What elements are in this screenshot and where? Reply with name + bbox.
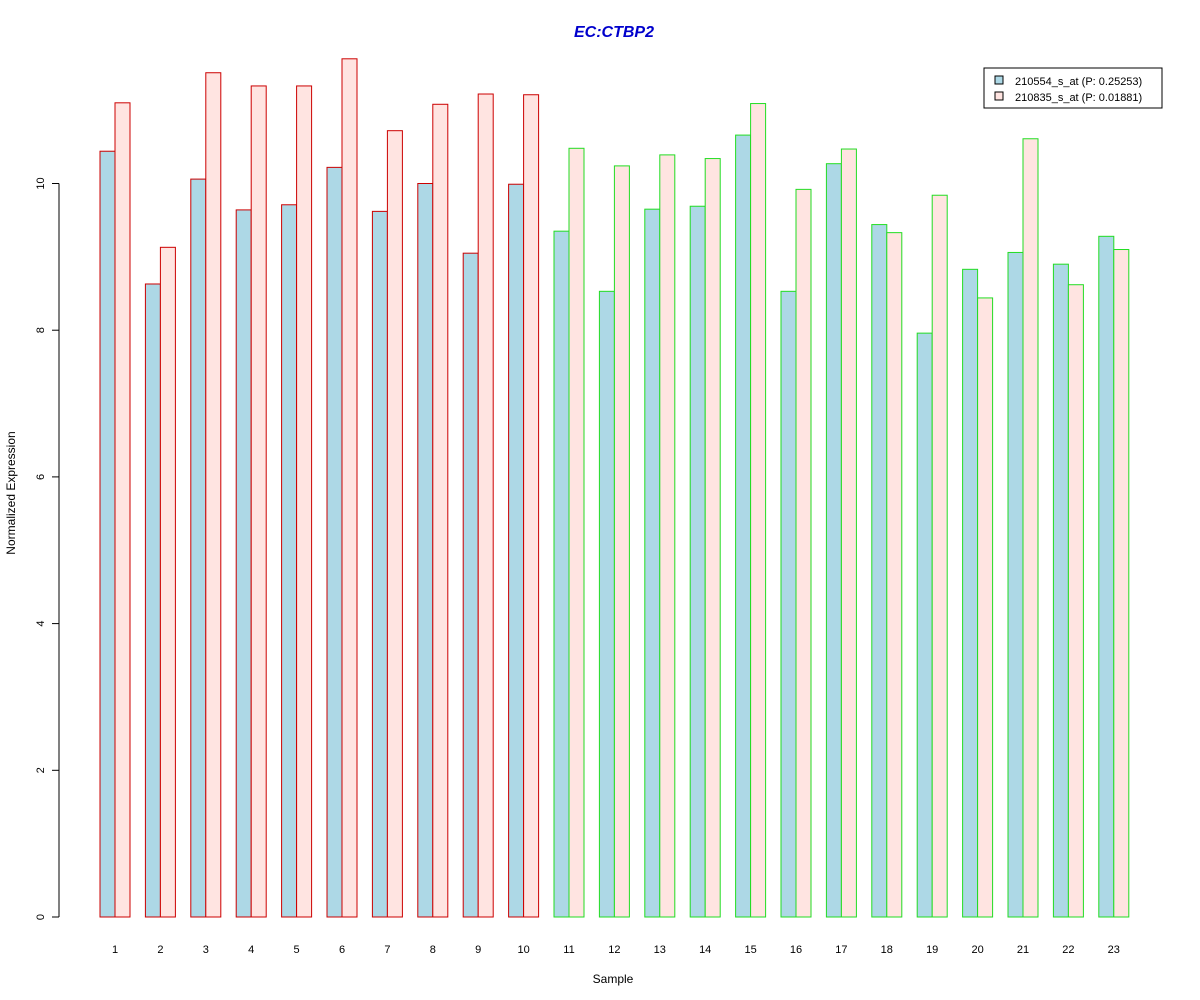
- bar-sample-15-series-1: [735, 134, 752, 918]
- x-tick-label-9: 9: [475, 944, 481, 956]
- bar-sample-5-series-2: [296, 85, 313, 918]
- legend-swatch-210554: [994, 75, 1004, 85]
- bar-sample-18-series-2: [886, 232, 903, 918]
- y-tick-label: 2: [35, 767, 47, 773]
- y-tick-label: 4: [35, 621, 47, 627]
- bar-sample-1-series-1: [99, 150, 116, 918]
- legend-label-210554: 210554_s_at (P: 0.25253): [1015, 76, 1142, 88]
- bar-sample-14-series-2: [704, 158, 721, 918]
- bar-sample-21-series-1: [1007, 251, 1024, 918]
- bar-sample-13-series-2: [659, 154, 676, 918]
- x-tick-label-18: 18: [881, 944, 893, 956]
- x-tick-label-7: 7: [384, 944, 390, 956]
- bar-sample-9-series-2: [477, 93, 494, 918]
- bar-sample-9-series-1: [462, 252, 479, 918]
- bar-sample-14-series-1: [689, 205, 706, 918]
- bar-sample-11-series-1: [553, 230, 570, 918]
- bars-group: [99, 58, 1130, 918]
- x-tick-label-22: 22: [1062, 944, 1074, 956]
- bar-sample-1-series-2: [114, 102, 131, 918]
- x-tick-label-11: 11: [563, 944, 574, 956]
- x-tick-label-2: 2: [157, 944, 163, 956]
- bar-sample-18-series-1: [871, 224, 888, 918]
- x-tick-label-3: 3: [203, 944, 209, 956]
- bar-sample-3-series-1: [190, 178, 207, 918]
- bar-sample-6-series-1: [326, 166, 343, 918]
- x-tick-label-5: 5: [294, 944, 300, 956]
- bar-sample-15-series-2: [750, 103, 767, 918]
- bar-sample-10-series-1: [508, 183, 525, 918]
- bar-sample-5-series-1: [281, 204, 298, 918]
- bar-sample-4-series-2: [250, 85, 267, 918]
- x-axis-label: Sample: [593, 972, 634, 986]
- x-tick-label-15: 15: [744, 944, 756, 956]
- x-tick-label-13: 13: [654, 944, 666, 956]
- bar-sample-22-series-2: [1067, 284, 1084, 918]
- bar-sample-10-series-2: [523, 94, 540, 918]
- x-tick-label-12: 12: [608, 944, 620, 956]
- bar-sample-2-series-1: [144, 283, 161, 918]
- bar-sample-19-series-2: [931, 194, 948, 918]
- bar-sample-20-series-1: [962, 268, 979, 918]
- legend-label-210835: 210835_s_at (P: 0.01881): [1015, 92, 1142, 104]
- legend-box: [983, 67, 1163, 109]
- bar-sample-12-series-2: [613, 165, 630, 918]
- y-axis-label: Normalized Expression: [4, 431, 18, 554]
- bar-sample-2-series-2: [159, 246, 176, 918]
- bar-sample-3-series-2: [205, 72, 222, 918]
- legend: 210554_s_at (P: 0.25253) 210835_s_at (P:…: [983, 67, 1163, 109]
- bar-sample-21-series-2: [1022, 138, 1039, 918]
- y-tick-label: 6: [35, 474, 47, 480]
- x-tick-label-4: 4: [248, 944, 254, 956]
- x-tick-label-19: 19: [926, 944, 938, 956]
- y-axis: 0 2 4 6 8 10: [35, 177, 60, 920]
- bar-sample-16-series-1: [780, 290, 797, 918]
- bar-sample-12-series-1: [598, 290, 615, 918]
- bar-sample-7-series-1: [371, 210, 388, 918]
- y-tick-label: 10: [35, 177, 47, 189]
- x-tick-label-21: 21: [1017, 944, 1029, 956]
- x-tick-label-1: 1: [112, 944, 118, 956]
- x-tick-label-10: 10: [517, 944, 529, 956]
- bar-sample-17-series-1: [825, 163, 842, 918]
- bar-sample-13-series-1: [644, 208, 661, 918]
- bar-sample-23-series-2: [1113, 249, 1130, 918]
- bar-sample-17-series-2: [840, 148, 857, 918]
- bar-sample-7-series-2: [386, 130, 403, 918]
- bar-sample-8-series-2: [432, 103, 449, 918]
- x-tick-labels: 1 2 3 4 5 6 7 8 9 10 11 12 13 14 15 16 17 18 19 20 21 22 23: [112, 944, 1120, 956]
- x-tick-label-16: 16: [790, 944, 802, 956]
- bar-sample-22-series-1: [1052, 263, 1069, 918]
- x-tick-label-8: 8: [430, 944, 436, 956]
- x-tick-label-20: 20: [971, 944, 983, 956]
- y-tick-label: 8: [35, 327, 47, 333]
- x-tick-label-6: 6: [339, 944, 345, 956]
- bar-sample-20-series-2: [977, 297, 994, 918]
- bar-sample-23-series-1: [1098, 235, 1115, 918]
- legend-swatch-210835: [994, 91, 1004, 101]
- x-tick-label-14: 14: [699, 944, 711, 956]
- y-tick-label: 0: [35, 914, 47, 920]
- bar-sample-6-series-2: [341, 58, 358, 918]
- chart-title: EC:CTBP2: [574, 24, 654, 41]
- bar-sample-4-series-1: [235, 209, 252, 918]
- x-tick-label-23: 23: [1108, 944, 1120, 956]
- bar-sample-8-series-1: [417, 183, 434, 918]
- bar-sample-11-series-2: [568, 147, 585, 918]
- bar-sample-16-series-2: [795, 188, 812, 918]
- bar-sample-19-series-1: [916, 332, 933, 918]
- x-tick-label-17: 17: [835, 944, 847, 956]
